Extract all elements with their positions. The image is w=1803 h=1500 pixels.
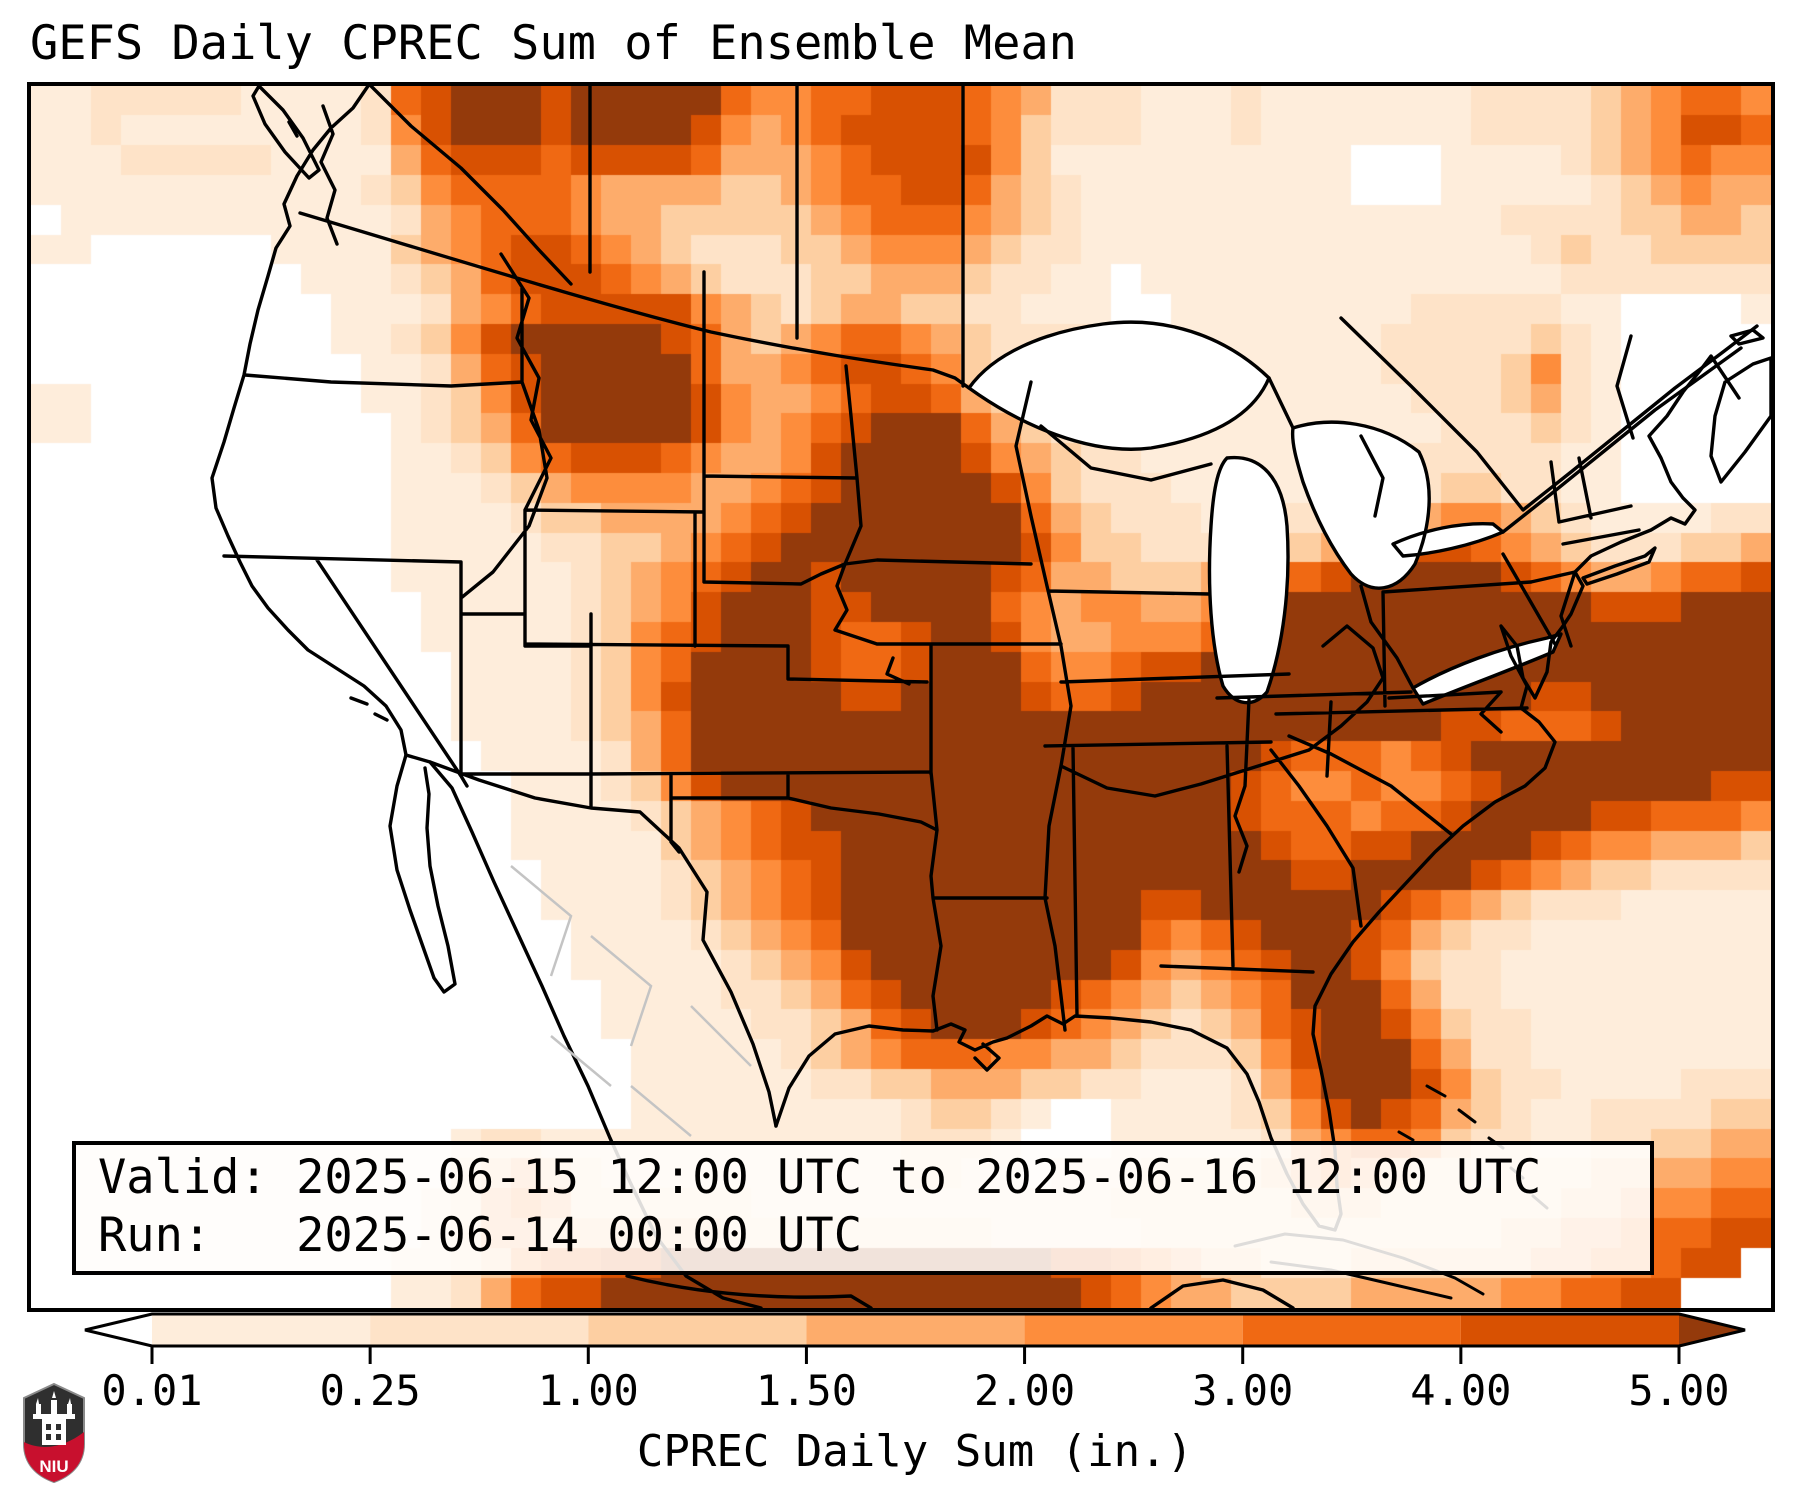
colorbar-segment [370,1314,589,1346]
colorbar-segment [1460,1314,1679,1346]
colorbar-tick-label: 1.50 [755,1366,857,1415]
mexico-gray-borders [510,865,752,1137]
colorbar-tick-label: 4.00 [1410,1366,1512,1415]
logo-text: NIU [39,1457,68,1476]
colorbar-tick-label: 0.25 [319,1366,421,1415]
colorbar-under-arrow [85,1314,152,1346]
precipitation-heatmap-canvas [31,86,1771,1308]
run-text: Run: 2025-06-14 00:00 UTC [98,1208,863,1263]
colorbar-segment [806,1314,1025,1346]
logo-castle-icon [33,1391,75,1445]
valid-text: Valid: 2025-06-15 12:00 UTC to 2025-06-1… [98,1150,1542,1205]
state-borders-path [222,252,1641,1128]
map-borders-overlay [210,86,1771,1308]
colorbar-tick-label: 1.00 [537,1366,639,1415]
colorbar-segment [588,1314,807,1346]
colorbar-segment [152,1314,371,1346]
colorbar-segment [1242,1314,1461,1346]
logo-red-band [24,1432,84,1482]
map-panel: Valid: 2025-06-15 12:00 UTC to 2025-06-1… [27,82,1775,1312]
coastline-path [210,86,1771,1308]
colorbar-tick-label: 3.00 [1192,1366,1294,1415]
figure-title: GEFS Daily CPREC Sum of Ensemble Mean [30,16,1077,71]
niu-logo: NIU [23,1382,85,1484]
colorbar-label: CPREC Daily Sum (in.) [636,1426,1194,1477]
colorbar-tick-label: 5.00 [1628,1366,1730,1415]
canada-border-path [298,86,971,390]
colorbar-segment [1024,1314,1243,1346]
colorbar-tick-label: 2.00 [973,1366,1076,1415]
colorbar-over-arrow [1679,1314,1745,1346]
colorbar [84,1312,1746,1364]
colorbar-tick-label: 0.01 [101,1366,203,1415]
info-box: Valid: 2025-06-15 12:00 UTC to 2025-06-1… [72,1141,1654,1275]
great-lakes-path [967,320,1563,706]
